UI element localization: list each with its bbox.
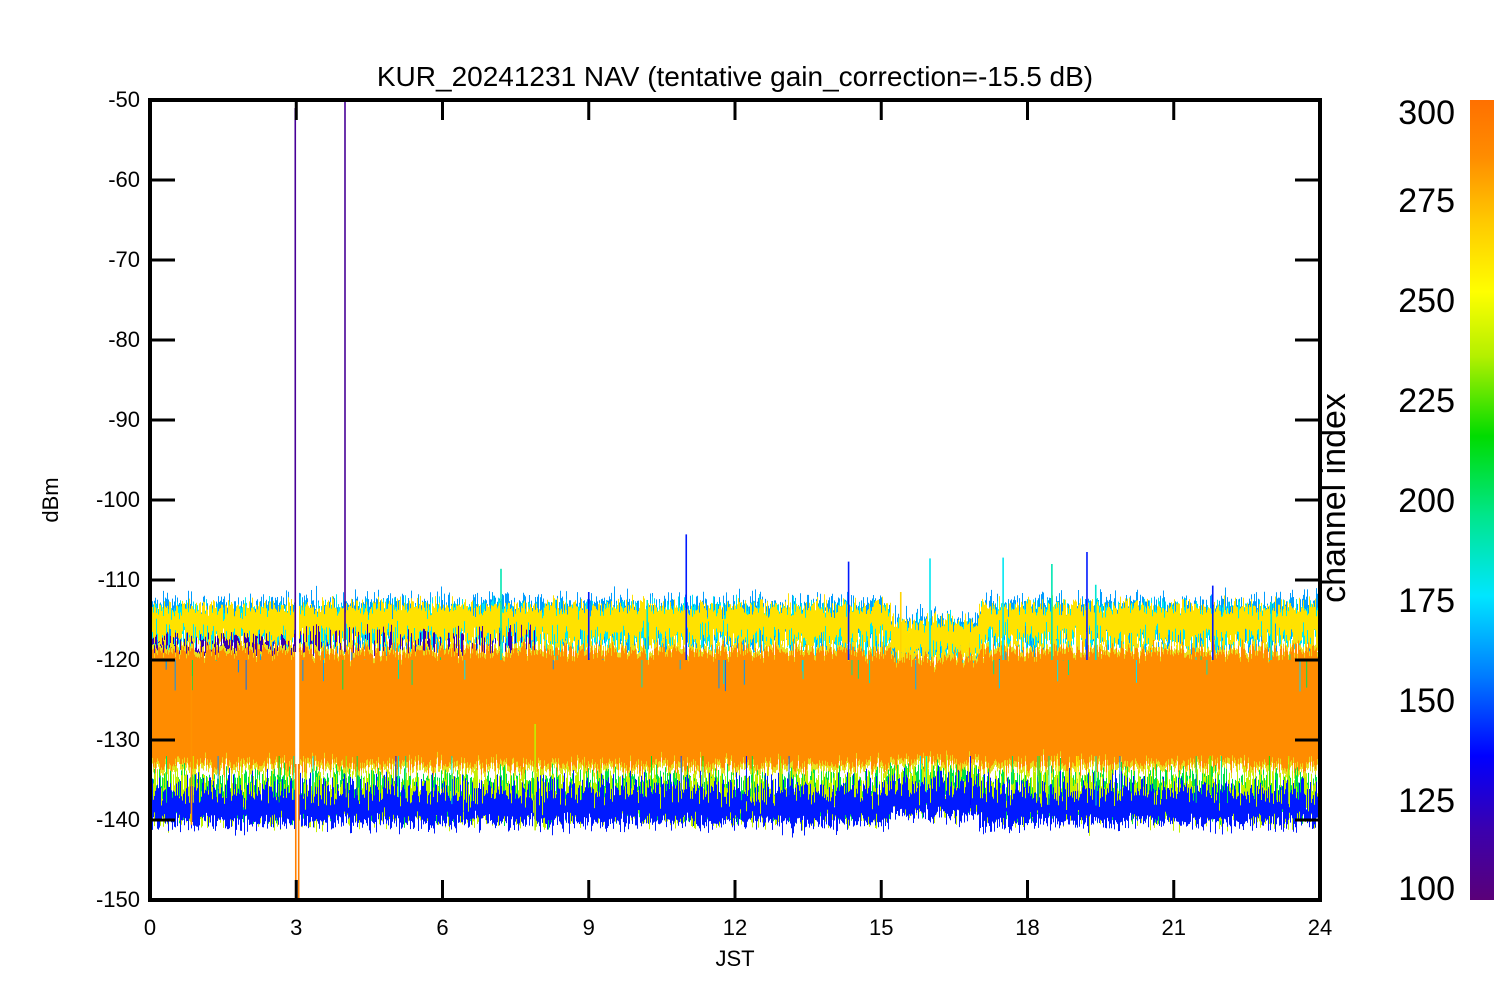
x-tick-label: 9 — [583, 915, 595, 940]
x-axis-label: JST — [715, 946, 754, 971]
y-tick-label: -80 — [108, 327, 140, 352]
colorbar — [1470, 100, 1494, 900]
x-tick-label: 3 — [290, 915, 302, 940]
y-tick-label: -60 — [108, 167, 140, 192]
y-tick-label: -70 — [108, 247, 140, 272]
y-tick-label: -150 — [96, 887, 140, 912]
data-gap — [295, 652, 300, 764]
colorbar-tick-label: 200 — [1398, 482, 1455, 520]
x-tick-label: 21 — [1162, 915, 1186, 940]
y-tick-label: -120 — [96, 647, 140, 672]
axis-ticks: 0 3 6 9 12 15 18 21 24 -50 -60 -70 -80 -90 -100 -110 -12… — [96, 87, 1332, 940]
y-tick-label: -130 — [96, 727, 140, 752]
x-tick-label: 0 — [144, 915, 156, 940]
colorbar-tick-label: 300 — [1398, 94, 1455, 132]
y-tick-label: -100 — [96, 487, 140, 512]
x-tick-label: 18 — [1015, 915, 1039, 940]
colorbar-tick-label: 100 — [1398, 870, 1455, 908]
x-tick-label: 24 — [1308, 915, 1332, 940]
noise-core — [150, 638, 1320, 780]
y-tick-label: -90 — [108, 407, 140, 432]
data-layer — [150, 100, 1320, 900]
y-tick-label: -110 — [98, 567, 140, 592]
colorbar-label: channel index — [1315, 393, 1353, 603]
colorbar-tick-label: 175 — [1398, 582, 1455, 620]
x-tick-label: 15 — [869, 915, 893, 940]
colorbar-tick-label: 225 — [1398, 382, 1455, 420]
x-tick-label: 12 — [723, 915, 747, 940]
y-tick-label: -50 — [108, 87, 140, 112]
colorbar-tick-label: 125 — [1398, 782, 1455, 820]
chart-title: KUR_20241231 NAV (tentative gain_correct… — [377, 61, 1093, 92]
colorbar-tick-label: 275 — [1398, 182, 1455, 220]
colorbar-ticks: 300 275 250 225 200 175 150 125 100 — [1398, 94, 1455, 908]
colorbar-tick-label: 150 — [1398, 682, 1455, 720]
colorbar-tick-label: 250 — [1398, 282, 1455, 320]
x-tick-label: 6 — [436, 915, 448, 940]
y-tick-label: -140 — [96, 807, 140, 832]
y-axis-label: dBm — [38, 477, 63, 522]
